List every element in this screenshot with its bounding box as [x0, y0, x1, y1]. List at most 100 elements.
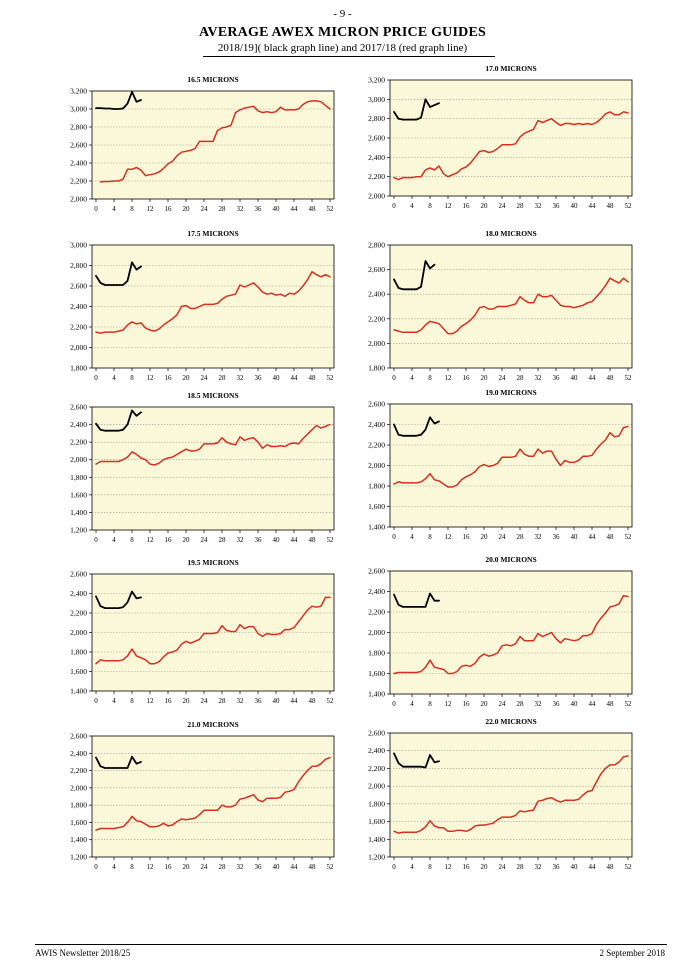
- y-tick-label: 2,600: [70, 141, 87, 150]
- x-tick-label: 0: [94, 536, 98, 544]
- x-tick-label: 8: [428, 202, 432, 210]
- y-tick-label: 2,200: [368, 441, 385, 450]
- x-tick-label: 32: [535, 202, 543, 210]
- x-tick-label: 20: [183, 863, 191, 871]
- x-tick-label: 12: [147, 374, 155, 382]
- x-tick-label: 12: [445, 863, 453, 871]
- x-tick-label: 8: [428, 533, 432, 541]
- y-tick-label: 2,600: [368, 265, 385, 274]
- y-tick-label: 2,200: [70, 323, 87, 332]
- chart-title: 19.0 MICRONS: [485, 388, 536, 397]
- series-line-current-season: [95, 261, 142, 286]
- series-line-current-season: [95, 409, 142, 432]
- y-tick-label: 1,800: [70, 801, 87, 810]
- series-line-previous-season: [393, 425, 629, 488]
- chart-title: 18.5 MICRONS: [187, 391, 238, 400]
- y-tick-label: 1,800: [368, 799, 385, 808]
- x-tick-label: 0: [392, 374, 396, 382]
- y-tick-label: 2,600: [70, 570, 87, 579]
- x-tick-label: 8: [130, 374, 134, 382]
- x-tick-label: 28: [219, 205, 227, 213]
- y-tick-label: 2,400: [70, 159, 87, 168]
- y-tick-label: 1,400: [368, 523, 385, 532]
- x-tick-label: 52: [625, 700, 633, 708]
- x-tick-label: 12: [445, 700, 453, 708]
- y-tick-label: 2,400: [368, 153, 385, 162]
- y-tick-label: 2,000: [70, 195, 87, 204]
- chart-svg: 18.0 MICRONS 1,800 2,000 2,200 2,400 2,600 2,8…: [368, 229, 633, 382]
- x-tick-label: 52: [327, 536, 335, 544]
- y-tick-label: 2,800: [368, 114, 385, 123]
- y-tick-label: 1,400: [70, 687, 87, 696]
- y-tick-label: 2,600: [368, 567, 385, 576]
- y-tick-label: 2,000: [70, 455, 87, 464]
- x-tick-label: 24: [499, 863, 507, 871]
- x-tick-label: 36: [553, 374, 561, 382]
- x-tick-label: 0: [392, 700, 396, 708]
- x-tick-label: 8: [130, 205, 134, 213]
- chart-21-0-microns: 21.0 MICRONS 1,200 1,400 1,600 1,800 2,000 2,2…: [32, 714, 354, 880]
- x-tick-label: 28: [517, 202, 525, 210]
- x-tick-label: 28: [517, 700, 525, 708]
- y-tick-label: 2,600: [368, 134, 385, 143]
- y-tick-label: 2,000: [368, 628, 385, 637]
- series-line-current-season: [95, 90, 142, 110]
- x-tick-label: 52: [625, 202, 633, 210]
- y-tick-label: 3,200: [70, 87, 87, 96]
- chart-19-5-microns: 19.5 MICRONS 1,400 1,600 1,800 2,000 2,200 2,4…: [32, 552, 354, 714]
- y-tick-label: 2,000: [70, 343, 87, 352]
- chart-title: 19.5 MICRONS: [187, 558, 238, 567]
- x-tick-label: 24: [201, 536, 209, 544]
- x-tick-label: 12: [147, 205, 155, 213]
- series-line-current-season: [393, 592, 440, 608]
- x-tick-label: 36: [553, 700, 561, 708]
- x-tick-label: 44: [589, 533, 597, 541]
- page-title: AVERAGE AWEX MICRON PRICE GUIDES: [199, 25, 486, 40]
- x-tick-label: 4: [112, 374, 116, 382]
- x-tick-label: 24: [499, 202, 507, 210]
- x-tick-label: 16: [463, 374, 471, 382]
- x-tick-label: 36: [255, 205, 263, 213]
- series-line-previous-season: [95, 756, 331, 831]
- x-tick-label: 40: [273, 697, 281, 705]
- x-tick-label: 40: [571, 374, 579, 382]
- x-tick-label: 24: [499, 374, 507, 382]
- x-tick-label: 44: [291, 374, 299, 382]
- x-tick-label: 48: [309, 697, 317, 705]
- x-tick-label: 20: [481, 202, 489, 210]
- chart-svg: 19.5 MICRONS 1,400 1,600 1,800 2,000 2,200 2,4…: [70, 558, 335, 705]
- y-tick-label: 2,600: [368, 729, 385, 738]
- y-tick-label: 2,200: [368, 764, 385, 773]
- series-line-current-season: [393, 752, 440, 769]
- x-tick-label: 28: [517, 374, 525, 382]
- x-tick-label: 40: [571, 533, 579, 541]
- x-tick-label: 36: [553, 533, 561, 541]
- subtitle-underline: [203, 56, 495, 57]
- x-tick-label: 16: [463, 533, 471, 541]
- x-tick-label: 52: [327, 205, 335, 213]
- y-tick-label: 1,800: [368, 482, 385, 491]
- x-tick-label: 32: [237, 374, 245, 382]
- x-tick-label: 16: [165, 863, 173, 871]
- x-tick-label: 52: [327, 697, 335, 705]
- series-line-previous-season: [393, 277, 629, 335]
- plot-area: [91, 406, 335, 531]
- chart-20-0-microns: 20.0 MICRONS 1,400 1,600 1,800 2,000 2,200 2,4…: [330, 549, 652, 717]
- y-tick-label: 2,800: [70, 261, 87, 270]
- x-tick-label: 4: [410, 202, 414, 210]
- x-tick-label: 48: [607, 863, 615, 871]
- x-tick-label: 16: [463, 700, 471, 708]
- x-tick-label: 48: [607, 202, 615, 210]
- series-line-previous-season: [393, 594, 629, 675]
- x-tick-label: 20: [183, 536, 191, 544]
- x-tick-label: 0: [94, 374, 98, 382]
- y-tick-label: 2,200: [70, 609, 87, 618]
- series-line-previous-season: [99, 100, 331, 183]
- y-tick-label: 2,600: [70, 732, 87, 741]
- x-tick-label: 40: [273, 374, 281, 382]
- x-tick-label: 8: [428, 374, 432, 382]
- x-tick-label: 28: [219, 374, 227, 382]
- x-tick-label: 52: [625, 863, 633, 871]
- x-tick-label: 44: [291, 205, 299, 213]
- x-tick-label: 16: [165, 205, 173, 213]
